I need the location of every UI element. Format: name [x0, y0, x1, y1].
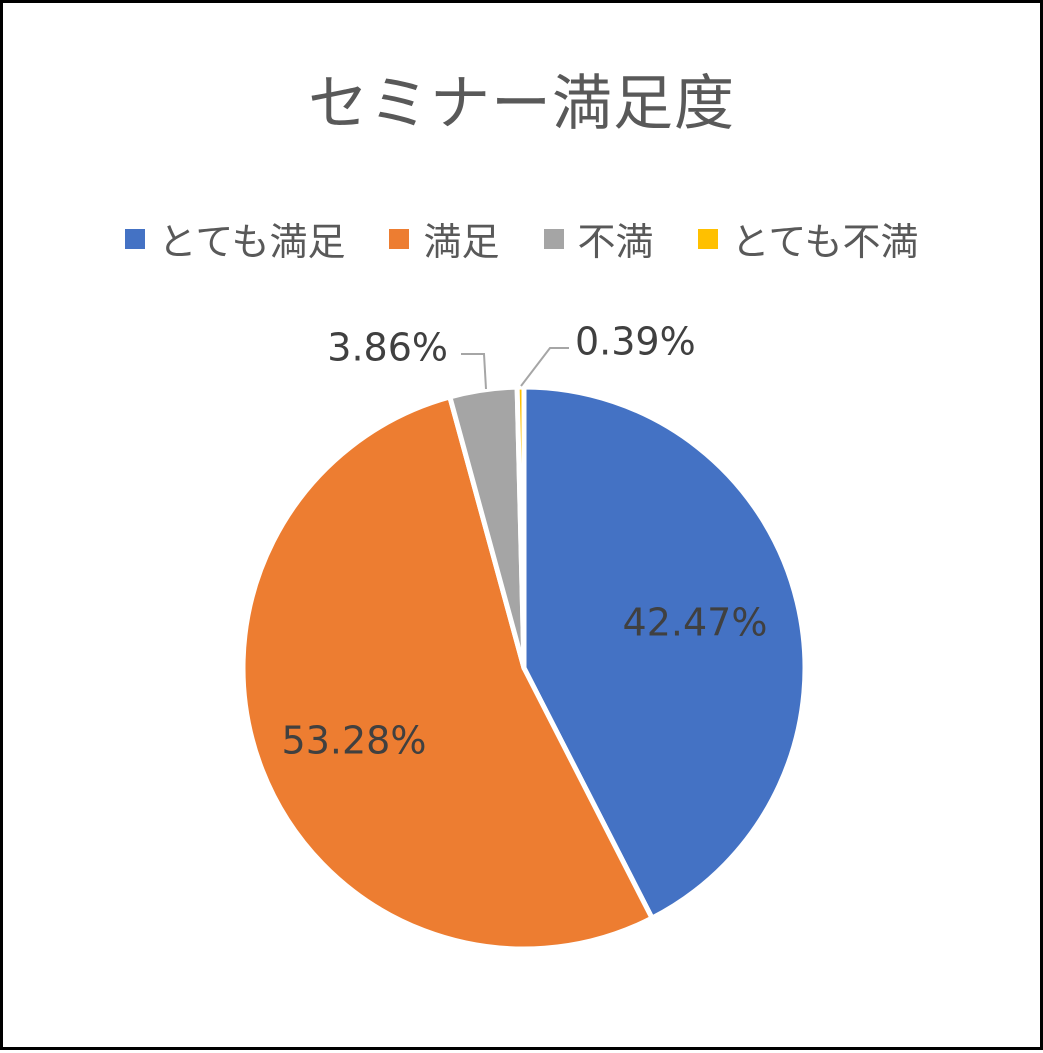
data-label-satisfied: 53.28%: [282, 719, 427, 763]
data-label-very-satisfied: 42.47%: [623, 601, 768, 645]
chart-title: セミナー満足度: [308, 69, 735, 139]
slice-very-dissatisfied: [514, 384, 527, 671]
slice-very-satisfied: [521, 384, 808, 921]
legend-swatch: [697, 228, 718, 249]
pie-chart: 42.47% 53.28% 3.86% 0.39%: [240, 320, 808, 952]
legend-swatch: [124, 228, 145, 249]
legend-label: とても満足: [158, 220, 346, 264]
legend-item-very-dissatisfied: とても不満: [697, 211, 919, 266]
legend-item-satisfied: 満足: [389, 211, 500, 266]
legend-item-dissatisfied: 不満: [543, 211, 654, 266]
legend-label: 満足: [423, 220, 500, 264]
chart-legend: とても満足 満足 不満 とても不満: [3, 211, 1040, 266]
legend-item-very-satisfied: とても満足: [124, 211, 346, 266]
data-label-dissatisfied: 3.86%: [327, 326, 448, 370]
legend-label: 不満: [577, 220, 654, 264]
slice-satisfied: [240, 394, 655, 952]
data-label-very-dissatisfied: 0.39%: [575, 320, 696, 364]
leader-line: [461, 353, 487, 390]
legend-swatch: [389, 228, 410, 249]
legend-swatch: [543, 228, 564, 249]
leader-line: [520, 347, 569, 387]
legend-label: とても不満: [731, 220, 919, 264]
